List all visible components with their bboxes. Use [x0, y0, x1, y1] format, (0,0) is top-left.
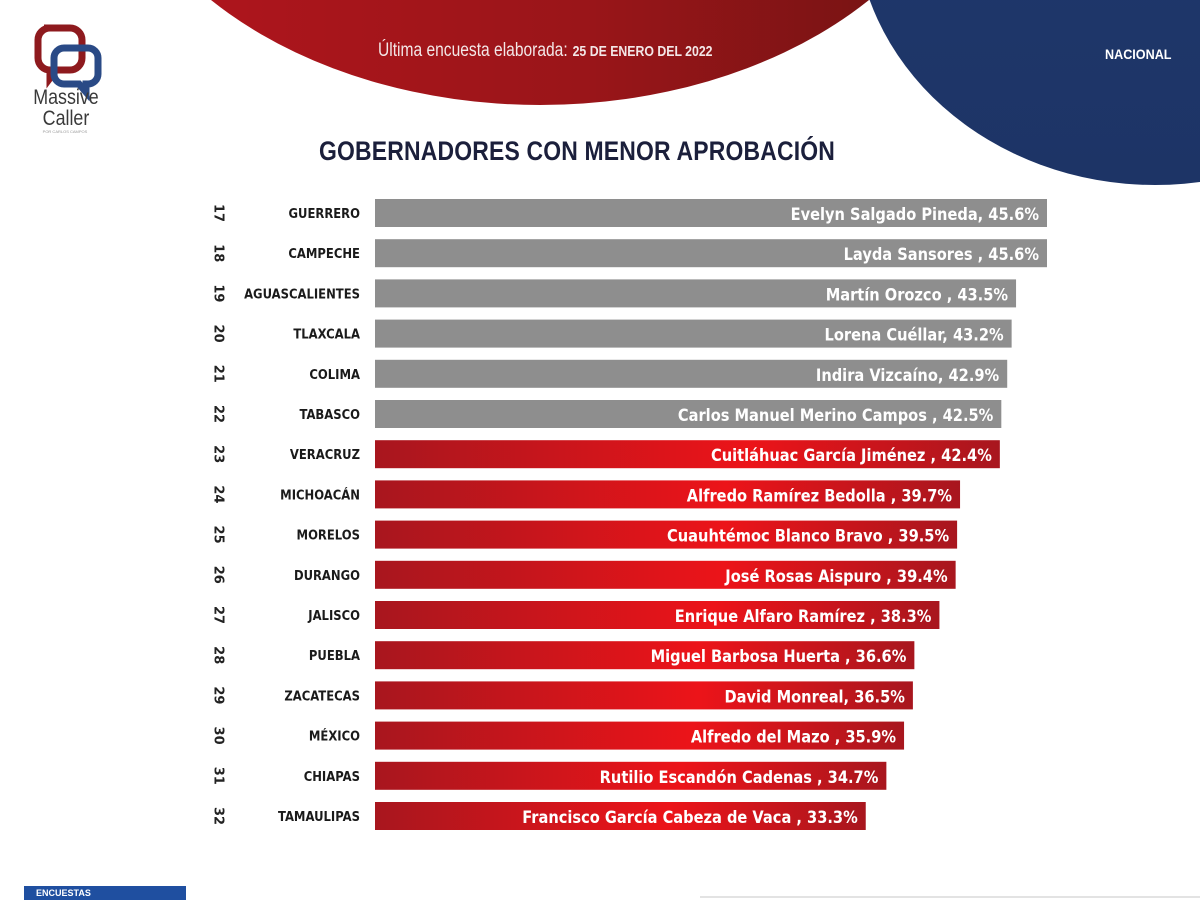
- state-label: COLIMA: [309, 366, 360, 382]
- chart-title: GOBERNADORES CON MENOR APROBACIÓN: [318, 136, 836, 166]
- state-label: DURANGO: [294, 567, 360, 583]
- bar-value-label: Martín Orozco , 43.5%: [826, 284, 1008, 304]
- massive-caller-logo-icon: [34, 24, 102, 102]
- rank-label: 18: [211, 244, 226, 262]
- bar-value-label: David Monreal, 36.5%: [725, 686, 905, 706]
- state-label: VERACRUZ: [290, 446, 360, 462]
- bar-value-label: Alfredo Ramírez Bedolla , 39.7%: [687, 485, 952, 505]
- rank-label: 27: [211, 606, 226, 624]
- bar: [375, 359, 1008, 388]
- bar-value-label: Enrique Alfaro Ramírez , 38.3%: [675, 606, 932, 626]
- footer-encuestas-tab[interactable]: ENCUESTAS: [24, 886, 186, 900]
- state-label: GUERRERO: [289, 205, 361, 221]
- bar-value-label: Rutilio Escandón Cadenas , 34.7%: [600, 767, 879, 787]
- survey-date-line: Última encuesta elaborada: 25 DE ENERO DE…: [378, 40, 713, 62]
- bar-value-label: Layda Sansores , 45.6%: [844, 244, 1039, 264]
- bar: [375, 319, 1012, 348]
- rank-label: 23: [211, 445, 226, 463]
- bar: [375, 279, 1017, 308]
- bar: [375, 601, 940, 629]
- rank-label: 25: [211, 526, 226, 544]
- rank-label: 17: [211, 204, 226, 222]
- bar-value-label: Cuauhtémoc Blanco Bravo , 39.5%: [667, 526, 949, 546]
- scope-label: NACIONAL: [1105, 46, 1172, 62]
- state-label: CAMPECHE: [288, 245, 360, 261]
- bar: [375, 480, 961, 509]
- bar: [375, 520, 958, 549]
- bar: [375, 761, 887, 790]
- state-label: TLAXCALA: [293, 326, 360, 342]
- bar: [375, 239, 1047, 268]
- state-label: TABASCO: [299, 406, 360, 422]
- bar-value-label: Miguel Barbosa Huerta , 36.6%: [651, 646, 907, 666]
- bar: [375, 681, 913, 710]
- bar: [375, 641, 915, 670]
- rank-label: 28: [211, 646, 226, 664]
- bar-value-label: Indira Vizcaíno, 42.9%: [816, 365, 999, 385]
- state-label: JALISCO: [307, 607, 360, 623]
- rank-label: 29: [211, 686, 226, 704]
- brand-name-line1: Massive: [33, 86, 99, 109]
- state-label: MORELOS: [297, 527, 360, 543]
- footer-tab-label: ENCUESTAS: [36, 888, 91, 898]
- rank-label: 31: [211, 767, 226, 785]
- rank-label: 30: [211, 727, 226, 745]
- bar-value-label: Lorena Cuéllar, 43.2%: [825, 325, 1004, 345]
- rank-label: 20: [211, 325, 226, 343]
- bar-value-label: Evelyn Salgado Pineda, 45.6%: [791, 204, 1039, 224]
- brand-name: Massive Caller: [32, 87, 100, 129]
- rank-label: 24: [211, 485, 226, 503]
- survey-label: Última encuesta elaborada:: [378, 40, 568, 61]
- brand-name-line2: Caller: [42, 107, 90, 130]
- bar-value-label: José Rosas Aispuro , 39.4%: [724, 566, 947, 586]
- bar: [375, 721, 905, 750]
- state-label: ZACATECAS: [284, 688, 360, 704]
- state-label: CHIAPAS: [304, 768, 360, 784]
- bar: [375, 560, 956, 589]
- footer-divider: [700, 896, 1200, 898]
- bar-value-label: Francisco García Cabeza de Vaca , 33.3%: [522, 807, 858, 827]
- state-label: TAMAULIPAS: [278, 808, 360, 824]
- rank-label: 21: [211, 365, 226, 383]
- state-label: MÉXICO: [309, 728, 360, 744]
- rank-label: 22: [211, 405, 226, 423]
- bar-value-label: Alfredo del Mazo , 35.9%: [691, 727, 896, 747]
- brand-tagline: POR CARLOS CAMPOS: [42, 129, 88, 134]
- bar-value-label: Carlos Manuel Merino Campos , 42.5%: [678, 405, 994, 425]
- rank-label: 32: [211, 807, 226, 825]
- bar: [375, 199, 1047, 227]
- bar: [375, 440, 1000, 469]
- bar: [375, 400, 1002, 428]
- state-label: MICHOACÁN: [280, 487, 360, 503]
- survey-date: 25 DE ENERO DEL 2022: [572, 43, 713, 60]
- bar-value-label: Cuitláhuac García Jiménez , 42.4%: [711, 445, 992, 465]
- state-label: PUEBLA: [309, 647, 360, 663]
- rank-label: 26: [211, 566, 226, 584]
- state-label: AGUASCALIENTES: [244, 286, 360, 302]
- rank-label: 19: [211, 284, 226, 302]
- bar: [375, 802, 866, 830]
